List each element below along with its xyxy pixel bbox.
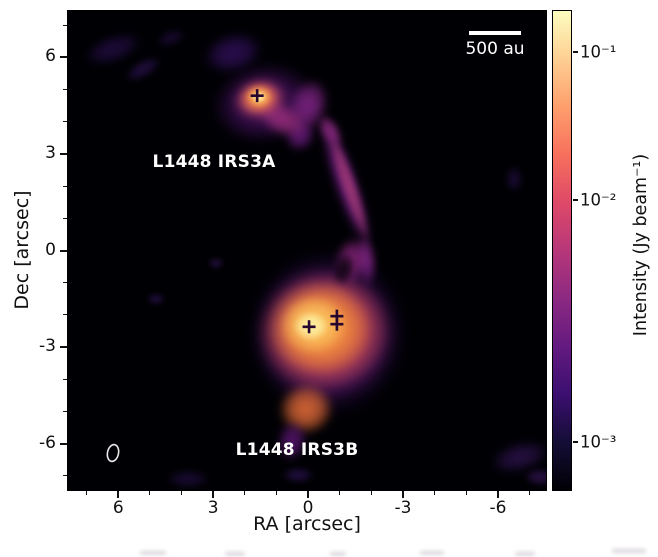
emission-blob — [252, 91, 266, 103]
cropped-text-remnant — [225, 552, 245, 556]
colorbar-tick — [573, 50, 578, 53]
x-tick-label: -3 — [394, 498, 412, 518]
emission-blob — [524, 468, 546, 486]
x-minor-tick — [275, 491, 277, 495]
x-minor-tick — [181, 491, 183, 495]
y-minor-tick — [63, 378, 67, 380]
protostar-marker — [302, 320, 316, 334]
y-major-tick — [60, 152, 67, 155]
x-minor-tick — [529, 491, 531, 495]
x-minor-tick — [149, 491, 151, 495]
source-label-irs3b: L1448 IRS3B — [235, 440, 359, 460]
x-minor-tick — [339, 491, 341, 495]
emission-blob — [328, 129, 370, 243]
y-minor-tick — [63, 282, 67, 284]
cropped-text-remnant — [515, 552, 535, 556]
cropped-text-remnant — [612, 549, 646, 553]
emission-blob — [276, 421, 308, 461]
colorbar-tick — [573, 198, 578, 201]
emission-blob — [490, 440, 546, 474]
source-label-irs3a: L1448 IRS3A — [152, 152, 276, 172]
x-major-tick — [307, 491, 310, 498]
y-tick-label: 0 — [45, 239, 56, 260]
y-major-tick — [60, 346, 67, 349]
x-axis-label: RA [arcsec] — [253, 513, 361, 535]
y-minor-tick — [63, 217, 67, 219]
y-tick-label: -3 — [39, 336, 56, 357]
y-minor-tick — [63, 89, 67, 91]
y-minor-tick — [63, 121, 67, 123]
x-tick-label: 3 — [207, 498, 219, 518]
y-minor-tick — [63, 410, 67, 412]
y-minor-tick — [63, 475, 67, 477]
intensity-map: L1448 IRS3A L1448 IRS3B 500 au — [67, 10, 547, 491]
emission-blob — [332, 252, 356, 286]
y-minor-tick — [63, 314, 67, 316]
emission-blob — [505, 166, 523, 192]
y-tick-label: -6 — [39, 432, 56, 453]
protostar-marker — [250, 89, 264, 103]
colorbar-tick-label: 10⁻¹ — [580, 42, 617, 62]
protostar-marker — [330, 317, 344, 331]
scalebar-line — [469, 31, 521, 35]
emission-blob — [147, 293, 165, 305]
x-tick-label: -6 — [489, 498, 507, 518]
emission-blob — [317, 114, 343, 148]
y-major-tick — [60, 442, 67, 445]
x-major-tick — [402, 491, 405, 498]
colorbar-tick-label: 10⁻³ — [580, 432, 617, 452]
cropped-text-remnant — [140, 551, 166, 555]
y-minor-tick — [63, 24, 67, 26]
y-major-tick — [60, 56, 67, 59]
nebula-emission-layer — [84, 28, 546, 488]
x-major-tick — [212, 491, 215, 498]
emission-blob — [282, 467, 314, 483]
cropped-text-remnant — [420, 551, 444, 555]
emission-blob — [208, 257, 224, 269]
x-major-tick — [496, 491, 499, 498]
y-minor-tick — [63, 185, 67, 187]
x-minor-tick — [244, 491, 246, 495]
x-tick-label: 0 — [302, 498, 314, 518]
emission-blob — [203, 32, 263, 74]
x-minor-tick — [370, 491, 372, 495]
emission-blob — [166, 470, 210, 488]
x-minor-tick — [465, 491, 467, 495]
y-major-tick — [60, 249, 67, 252]
y-tick-label: 6 — [45, 46, 56, 67]
x-tick-label: 6 — [112, 498, 124, 518]
scalebar-label: 500 au — [465, 39, 525, 59]
cropped-text-remnant — [330, 552, 346, 556]
colorbar-label: Intensity (Jy beam⁻¹) — [631, 153, 651, 337]
x-minor-tick — [434, 491, 436, 495]
emission-blob — [84, 32, 142, 66]
y-tick-label: 3 — [45, 142, 56, 163]
colorbar-tick-label: 10⁻² — [580, 190, 617, 210]
colorbar — [552, 10, 572, 491]
emission-blob — [125, 56, 161, 82]
x-major-tick — [117, 491, 120, 498]
x-minor-tick — [86, 491, 88, 495]
beam-ellipse — [106, 443, 120, 463]
emission-blob — [156, 28, 186, 48]
colorbar-tick — [573, 440, 578, 443]
